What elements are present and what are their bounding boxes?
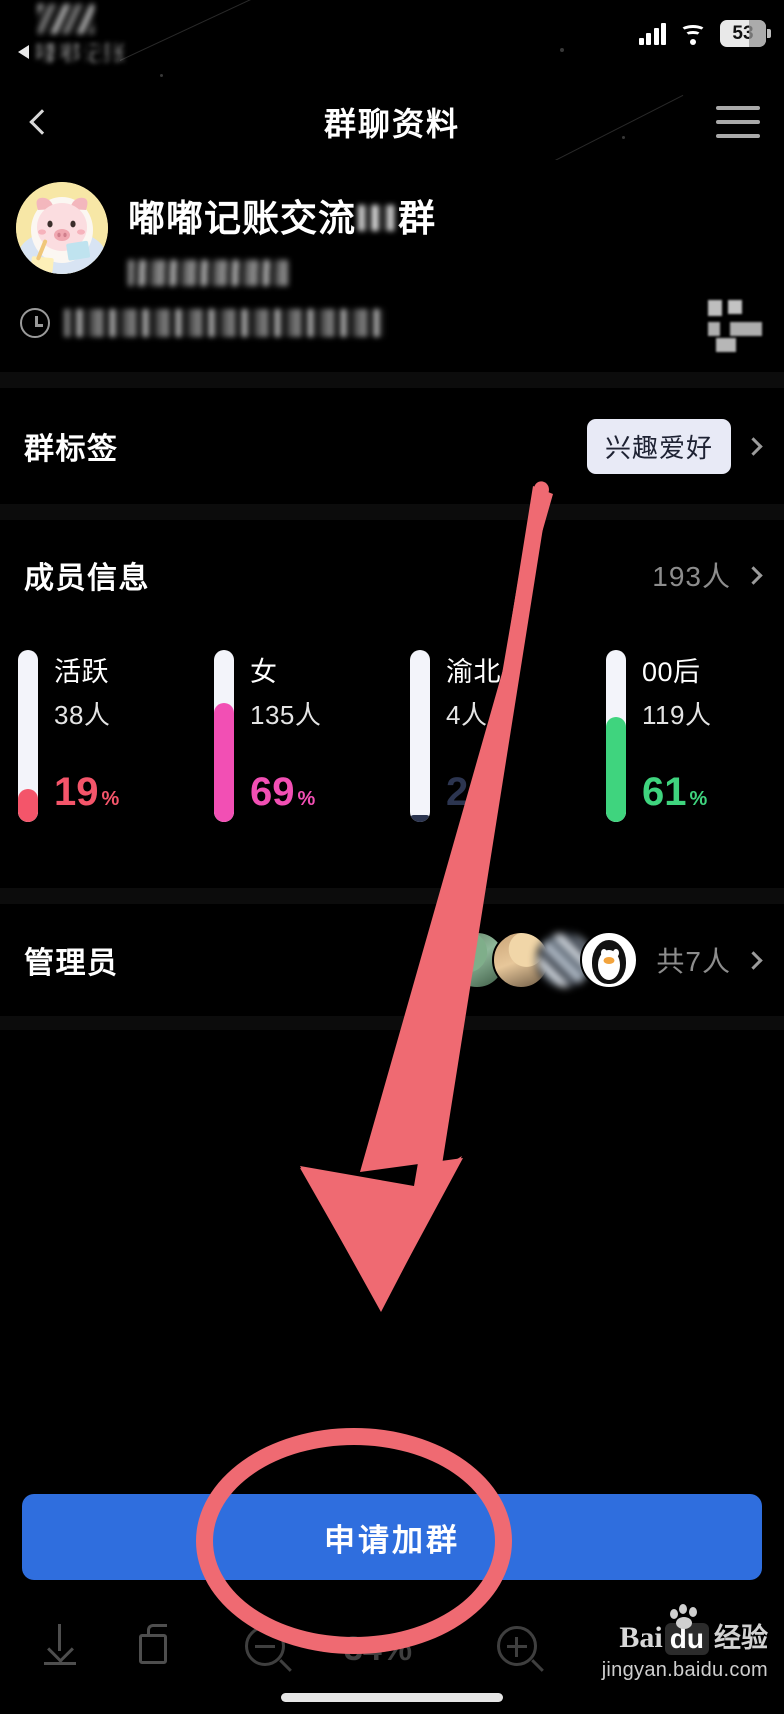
dust-speck — [160, 74, 163, 77]
battery-percent-text: 53 — [732, 22, 754, 44]
group-name-text: 嘟嘟记账交流 — [128, 198, 356, 239]
stat-percent-unit: % — [689, 788, 708, 810]
annotation-circle — [196, 1428, 512, 1654]
gauge-track — [214, 650, 234, 822]
group-meta-blurred-text — [64, 309, 384, 337]
image-viewer-toolbar: 34% Bai du 经验 jingyan.baidu.com — [0, 1602, 784, 1714]
admin-count: 共7人 — [656, 946, 731, 977]
rotate-icon[interactable] — [135, 1624, 175, 1668]
group-name-blurred-part — [358, 205, 396, 231]
status-bar-app-return[interactable]: 嘟嘟记账 — [18, 36, 127, 68]
stat-count: 135人 — [250, 700, 322, 730]
group-header[interactable]: 嘟嘟记账交流 群 — [0, 160, 784, 372]
status-bar: 嘟嘟记账 53 — [0, 0, 784, 84]
signal-bars-icon — [638, 22, 666, 45]
pig-avatar-icon — [16, 182, 108, 274]
section-divider — [0, 504, 784, 520]
qr-code-icon[interactable] — [708, 300, 762, 352]
stat-gauge-active[interactable]: 活跃 38人 19 % — [0, 650, 196, 870]
dust-speck — [622, 136, 625, 139]
stat-count: 4人 — [446, 700, 488, 730]
group-tag-label: 群标签 — [24, 433, 119, 466]
group-name-suffix: 群 — [398, 198, 436, 239]
home-indicator — [281, 1693, 503, 1702]
stat-label: 00后 — [642, 657, 701, 687]
member-info-row[interactable]: 成员信息 193人 — [0, 520, 784, 630]
watermark-jingyan-text: 经验 — [714, 1623, 768, 1653]
watermark-bai-text: Bai — [619, 1621, 663, 1654]
gauge-fill — [18, 789, 38, 822]
zoom-in-icon[interactable] — [497, 1626, 537, 1666]
clock-icon — [20, 308, 50, 338]
gauge-track — [410, 650, 430, 822]
stat-percent-unit: % — [101, 788, 120, 810]
admin-avatar-qq-penguin[interactable] — [580, 931, 639, 989]
wifi-icon — [679, 23, 707, 45]
gauge-track — [606, 650, 626, 822]
stat-count: 119人 — [642, 700, 712, 730]
nav-bar: 群聊资料 — [0, 84, 784, 160]
stat-gauge-region[interactable]: 渝北 4人 2 % — [392, 650, 588, 870]
status-bar-blurred-blob — [38, 4, 94, 34]
stat-label: 女 — [250, 657, 278, 687]
stat-percent-value: 19 — [54, 770, 99, 814]
section-divider — [0, 1016, 784, 1030]
gauge-track — [18, 650, 38, 822]
member-stats-chart: 活跃 38人 19 % 女 135人 69 % — [0, 650, 784, 870]
stat-gauge-female[interactable]: 女 135人 69 % — [196, 650, 392, 870]
paw-print-icon — [668, 1604, 702, 1630]
group-tag-chip[interactable]: 兴趣爱好 — [586, 418, 731, 474]
gauge-fill — [214, 703, 234, 822]
group-tag-row[interactable]: 群标签 兴趣爱好 — [0, 388, 784, 504]
download-icon[interactable] — [42, 1624, 78, 1668]
section-divider — [0, 372, 784, 388]
page-title: 群聊资料 — [323, 106, 460, 142]
admin-row[interactable]: 管理员 共7人 — [0, 904, 784, 1016]
stat-percent-unit: % — [297, 788, 316, 810]
group-subtitle-blurred — [128, 260, 288, 286]
section-divider — [0, 888, 784, 904]
group-name: 嘟嘟记账交流 群 — [128, 188, 436, 242]
stat-label: 渝北 — [446, 657, 501, 687]
group-meta-row — [20, 308, 384, 338]
gauge-fill — [606, 717, 626, 822]
status-bar-indicators: 53 — [638, 20, 771, 47]
hamburger-menu-icon[interactable] — [716, 106, 760, 138]
stat-percent-value: 61 — [642, 770, 687, 814]
member-info-label: 成员信息 — [24, 562, 150, 595]
stat-label: 活跃 — [54, 657, 109, 687]
back-triangle-icon — [18, 45, 29, 59]
stat-percent-value: 69 — [250, 770, 295, 814]
dust-speck — [560, 48, 564, 52]
watermark-url-text: jingyan.baidu.com — [601, 1659, 768, 1681]
stat-percent-value: 2 — [446, 770, 469, 814]
dust-speck — [340, 128, 343, 131]
battery-icon: 53 — [720, 20, 771, 47]
gauge-fill — [410, 815, 430, 822]
status-bar-app-name: 嘟嘟记账 — [35, 36, 127, 68]
stat-gauge-age[interactable]: 00后 119人 61 % — [588, 650, 784, 870]
group-avatar[interactable] — [16, 182, 108, 274]
admin-label: 管理员 — [24, 947, 119, 980]
stat-count: 38人 — [54, 700, 111, 730]
baidu-jingyan-watermark: Bai du 经验 jingyan.baidu.com — [601, 1604, 768, 1682]
member-count: 193人 — [652, 561, 731, 592]
